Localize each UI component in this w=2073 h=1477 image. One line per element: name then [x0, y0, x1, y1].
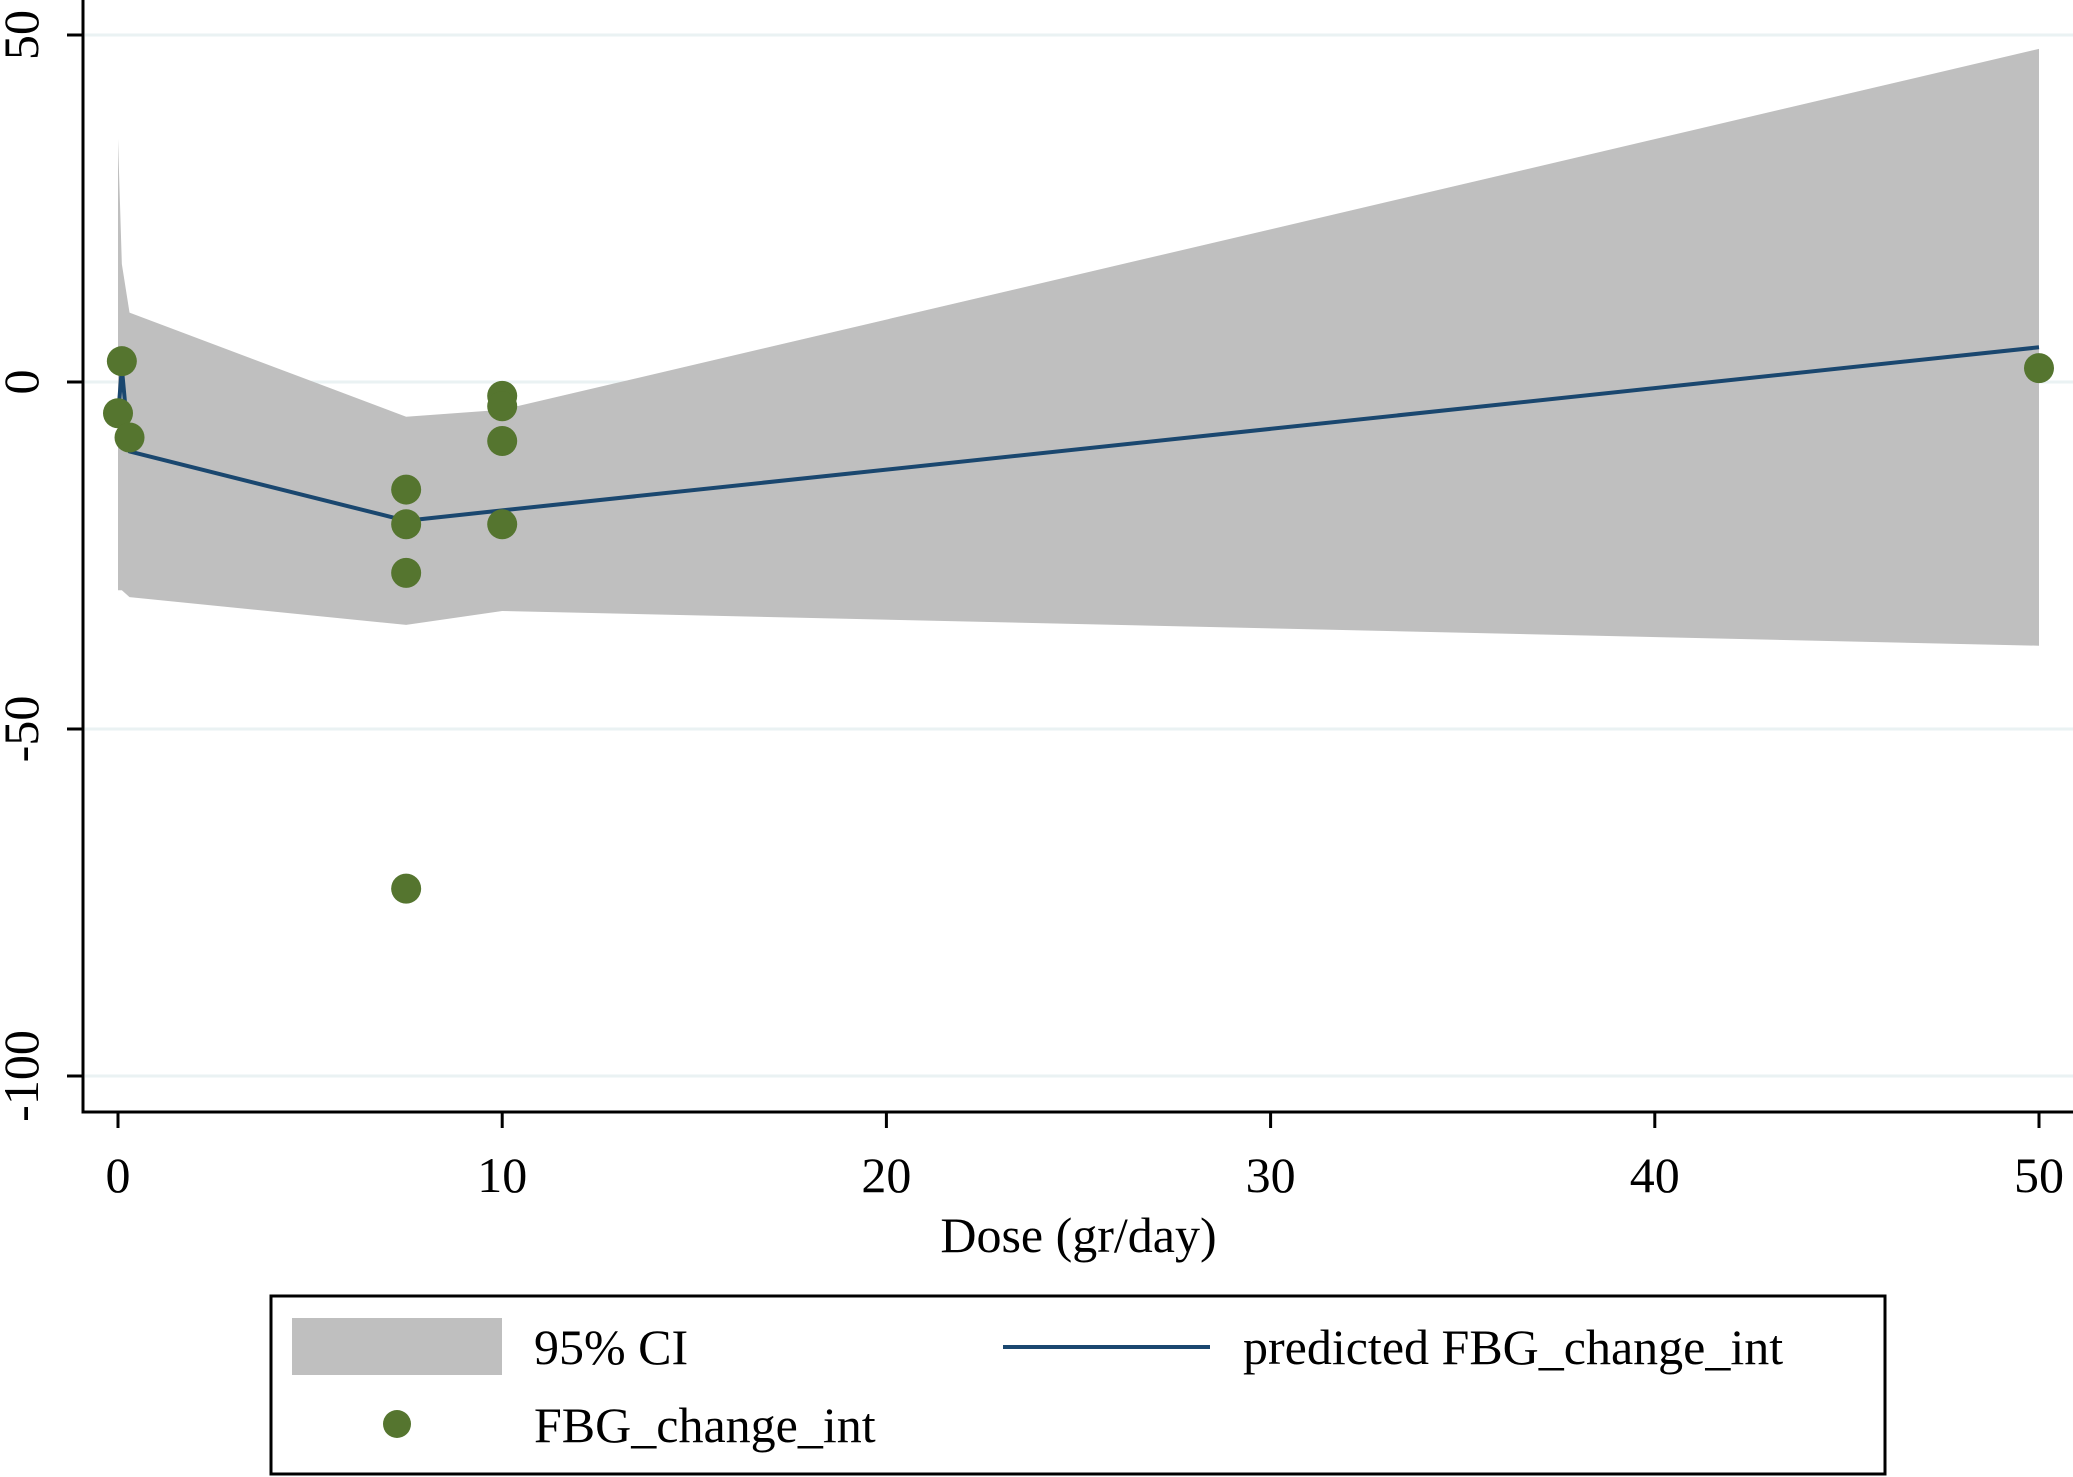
data-point: [103, 398, 133, 429]
y-tick-label: -50: [0, 696, 49, 763]
y-tick-label: -100: [0, 1030, 49, 1122]
data-point: [487, 425, 518, 456]
axes: 50 0 -50 -100 0 10 20 30 40 50: [0, 0, 2073, 1203]
x-tick-label: 0: [106, 1147, 131, 1203]
ci-band-layer: [118, 48, 2039, 646]
predicted-line-layer: [116, 345, 2040, 523]
data-point: [2024, 353, 2054, 384]
x-tick-label: 20: [861, 1147, 911, 1203]
data-point: [391, 557, 422, 588]
data-point: [391, 509, 422, 540]
x-axis-title: Dose (gr/day): [940, 1207, 1216, 1263]
x-tick-label: 40: [1630, 1147, 1680, 1203]
data-point: [487, 509, 518, 540]
data-point: [106, 346, 137, 377]
predicted-line: [116, 345, 2040, 523]
y-tick-label: 0: [0, 370, 49, 395]
x-tick-label: 10: [477, 1147, 527, 1203]
data-point: [114, 422, 145, 453]
ci-band: [118, 48, 2039, 646]
points-layer: [103, 346, 2054, 904]
y-tick-label: 50: [0, 10, 49, 60]
x-tick-label: 50: [2014, 1147, 2064, 1203]
data-point: [391, 873, 422, 904]
x-tick-label: 30: [1246, 1147, 1296, 1203]
legend-label-predicted-line: predicted FBG_change_int: [1243, 1319, 1783, 1375]
data-point: [487, 391, 518, 422]
legend-label-points: FBG_change_int: [534, 1397, 876, 1453]
legend-swatch-ci-band: [292, 1318, 502, 1375]
legend: 95% CI predicted FBG_change_int FBG_chan…: [269, 1294, 1887, 1476]
legend-label-ci-band: 95% CI: [534, 1319, 688, 1375]
legend-swatch-point: [383, 1410, 411, 1438]
legend-box: [269, 1294, 1887, 1476]
data-point: [391, 474, 422, 505]
